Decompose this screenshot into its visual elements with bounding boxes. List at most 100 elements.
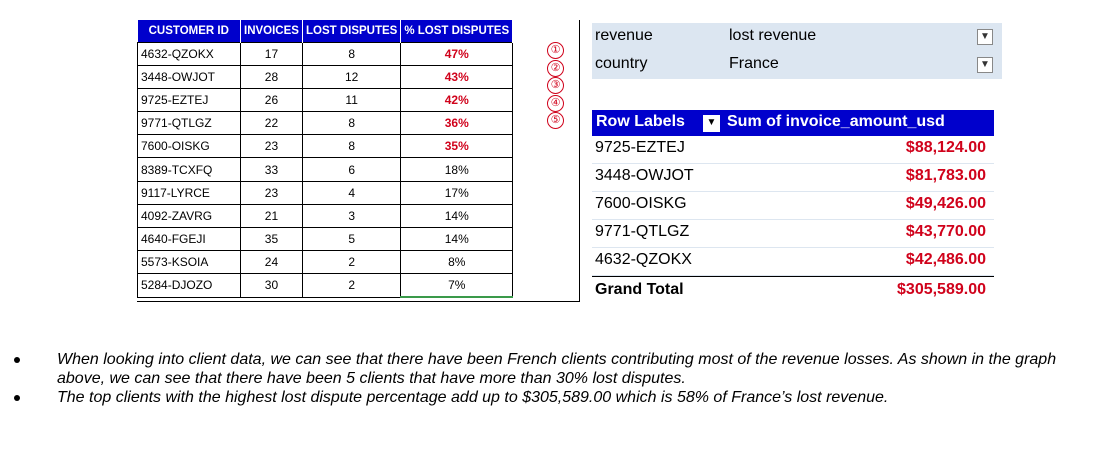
customer-id-cell: 7600-OISKG <box>137 134 241 159</box>
invoices-cell: 30 <box>240 273 303 298</box>
table-row: 7600-OISKG 23 8 35% <box>137 134 514 159</box>
rank-circle: ① <box>547 42 564 59</box>
pct-lost-cell: 36% <box>400 111 514 136</box>
lost-disputes-cell: 2 <box>301 250 402 275</box>
lost-disputes-table-container: CUSTOMER ID INVOICES LOST DISPUTES % LOS… <box>137 20 580 302</box>
table-row: 4640-FGEJI 35 5 14% <box>137 226 514 252</box>
pct-lost-cell: 8% <box>400 250 514 275</box>
table-row: 3448-OWJOT 28 12 43% <box>137 64 514 89</box>
pivot-row-amount: $49,426.00 <box>905 195 986 212</box>
invoices-cell: 35 <box>240 226 303 252</box>
pct-lost-cell: 42% <box>400 87 514 113</box>
pivot-grand-total: Grand Total $305,589.00 <box>592 276 994 304</box>
pivot-row: 3448-OWJOT $81,783.00 <box>592 164 994 192</box>
table-row: 4092-ZAVRG 21 3 14% <box>137 203 514 229</box>
pivot-row-label: 4632-QZOKX <box>595 251 692 268</box>
lost-disputes-cell: 12 <box>301 64 402 89</box>
pivot-row-amount: $88,124.00 <box>905 139 986 156</box>
table-row: 9117-LYRCE 23 4 17% <box>137 180 514 205</box>
rank-circle: ③ <box>547 77 564 94</box>
table-row: 5284-DJOZO 30 2 7% <box>137 273 514 299</box>
table-row: 4632-QZOKX 17 8 47% <box>137 41 514 66</box>
customer-id-cell: 9771-QTLGZ <box>137 111 241 136</box>
table-row: 8389-TCXFQ 33 6 18% <box>137 157 514 182</box>
col-header-pct-lost-disputes: % LOST DISPUTES <box>400 20 514 42</box>
invoices-cell: 28 <box>240 64 303 89</box>
pivot-row-label: 7600-OISKG <box>595 195 687 212</box>
invoices-cell: 24 <box>240 250 303 275</box>
filter-row-country: country France ▼ <box>592 51 1002 79</box>
filter-value: lost revenue <box>729 27 817 44</box>
filter-value: France <box>729 55 779 72</box>
rank-circle: ② <box>547 59 564 77</box>
bullet-dot <box>14 395 20 401</box>
customer-id-cell: 8389-TCXFQ <box>137 157 241 182</box>
pivot-row-label: 9771-QTLGZ <box>595 223 690 240</box>
col-header-customer-id: CUSTOMER ID <box>137 20 241 42</box>
invoices-cell: 21 <box>240 203 303 229</box>
pct-lost-cell: 17% <box>400 180 514 205</box>
pivot-row-amount: $81,783.00 <box>905 167 986 184</box>
customer-id-cell: 9725-EZTEJ <box>137 87 241 113</box>
sum-header: Sum of invoice_amount_usd <box>727 113 945 130</box>
pivot-table: Row Labels ▼ Sum of invoice_amount_usd 9… <box>592 110 994 304</box>
pivot-row-label: 9725-EZTEJ <box>595 139 685 156</box>
invoices-cell: 22 <box>240 111 303 136</box>
filter-key: revenue <box>595 27 653 44</box>
customer-id-cell: 4640-FGEJI <box>137 226 241 252</box>
filter-dropdown-icon[interactable]: ▼ <box>977 57 993 73</box>
bullet-text: When looking into client data, we can se… <box>57 351 1057 387</box>
pivot-row: 9771-QTLGZ $43,770.00 <box>592 220 994 248</box>
lost-disputes-cell: 11 <box>301 87 402 113</box>
bullet-item: The top clients with the highest lost di… <box>0 388 1112 407</box>
invoices-cell: 23 <box>240 134 303 159</box>
filter-row-revenue: revenue lost revenue ▼ <box>592 23 1002 51</box>
customer-id-cell: 9117-LYRCE <box>137 180 241 205</box>
table-row: 5573-KSOIA 24 2 8% <box>137 250 514 275</box>
customer-id-cell: 5573-KSOIA <box>137 250 241 275</box>
grand-total-label: Grand Total <box>595 281 684 298</box>
grand-total-amount: $305,589.00 <box>897 281 986 298</box>
rank-circle: ④ <box>547 94 564 112</box>
table-row: 9771-QTLGZ 22 8 36% <box>137 111 514 136</box>
pct-lost-cell: 43% <box>400 64 514 89</box>
table-header-row: CUSTOMER ID INVOICES LOST DISPUTES % LOS… <box>137 20 514 42</box>
table-row: 9725-EZTEJ 26 11 42% <box>137 87 514 113</box>
customer-id-cell: 5284-DJOZO <box>137 273 241 298</box>
pivot-row: 7600-OISKG $49,426.00 <box>592 192 994 220</box>
filter-key: country <box>595 55 648 72</box>
invoices-cell: 23 <box>240 180 303 205</box>
pivot-row-label: 3448-OWJOT <box>595 167 694 184</box>
filter-dropdown-icon[interactable]: ▼ <box>977 29 993 45</box>
lost-disputes-table: CUSTOMER ID INVOICES LOST DISPUTES % LOS… <box>137 20 514 299</box>
bullet-item: When looking into client data, we can se… <box>0 350 1112 388</box>
bullet-dot <box>14 357 20 363</box>
pct-lost-cell: 14% <box>400 226 514 252</box>
row-labels-header: Row Labels <box>596 113 685 130</box>
pivot-row: 9725-EZTEJ $88,124.00 <box>592 136 994 164</box>
pct-lost-cell: 47% <box>400 41 514 66</box>
customer-id-cell: 4632-QZOKX <box>137 41 241 66</box>
pivot-filters: revenue lost revenue ▼ country France ▼ <box>592 23 1002 79</box>
lost-disputes-cell: 5 <box>301 226 402 252</box>
customer-id-cell: 4092-ZAVRG <box>137 203 241 229</box>
pct-lost-cell: 18% <box>400 157 514 182</box>
invoices-cell: 26 <box>240 87 303 113</box>
pct-lost-cell: 14% <box>400 203 514 229</box>
lost-disputes-cell: 2 <box>301 273 402 298</box>
lost-disputes-cell: 8 <box>301 111 402 136</box>
bullet-list: When looking into client data, we can se… <box>0 350 1112 407</box>
pivot-header: Row Labels ▼ Sum of invoice_amount_usd <box>592 110 994 136</box>
invoices-cell: 17 <box>240 41 303 66</box>
invoices-cell: 33 <box>240 157 303 182</box>
bullet-text: The top clients with the highest lost di… <box>57 389 889 406</box>
pct-lost-cell: 7% <box>400 273 514 299</box>
customer-id-cell: 3448-OWJOT <box>137 64 241 89</box>
col-header-invoices: INVOICES <box>240 20 303 42</box>
lost-disputes-cell: 8 <box>301 41 402 66</box>
pivot-row-amount: $42,486.00 <box>905 251 986 268</box>
rank-circle: ⑤ <box>547 112 564 129</box>
pct-lost-cell: 35% <box>400 134 514 159</box>
lost-disputes-cell: 8 <box>301 134 402 159</box>
sort-filter-icon[interactable]: ▼ <box>703 115 720 132</box>
